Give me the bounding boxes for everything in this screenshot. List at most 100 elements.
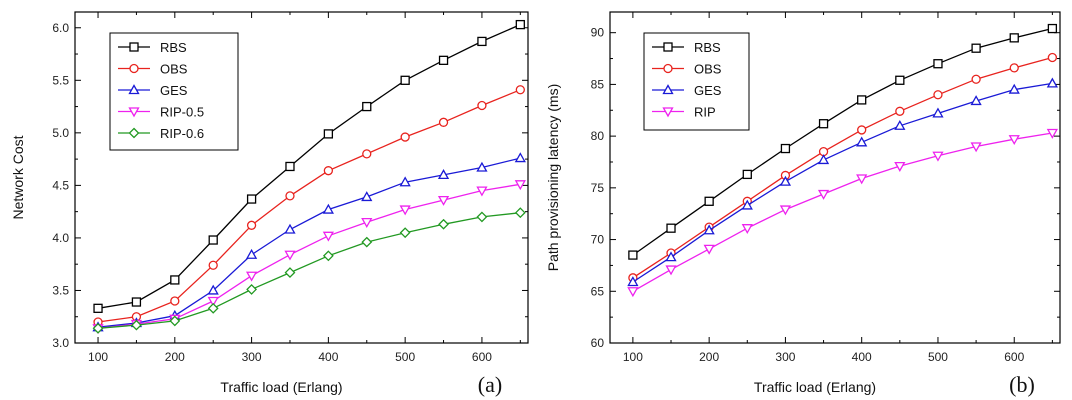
data-point [970,95,982,106]
legend-entry: GES [694,83,722,98]
data-point [894,161,906,172]
series-line [632,27,1053,256]
data-point [131,319,142,331]
x-tick-label: 500 [395,350,415,364]
data-point [361,191,373,202]
data-point [284,223,296,234]
data-point [856,136,868,147]
data-point [933,90,943,100]
data-point [1047,52,1058,63]
data-point [170,296,180,306]
series-rip-0-5 [92,180,526,335]
legend-entry: RIP-0.5 [160,105,204,120]
data-point [1009,33,1019,43]
series-rbs [628,23,1058,260]
x-tick-label: 300 [242,350,262,364]
x-tick-label: 200 [165,350,185,364]
data-point [1008,135,1020,146]
series-obs [93,85,525,327]
data-point [932,151,944,162]
x-tick-label: 100 [623,350,643,364]
data-point [779,205,792,216]
data-point [323,166,334,176]
data-point [245,248,258,259]
data-point [703,224,715,235]
data-point [323,129,334,139]
legend-swatch-marker [128,107,140,118]
series-rip-0-6 [92,207,526,334]
legend-swatch-marker [129,42,139,52]
data-point [894,119,906,130]
data-point [856,174,868,185]
data-point [284,250,296,261]
series-rbs [93,19,525,313]
data-point [285,191,295,201]
data-point [362,149,372,159]
y-tick-label: 5.0 [52,126,69,140]
data-point [971,43,981,53]
series-rip [627,128,1058,298]
y-tick-label: 4.5 [52,178,69,192]
panel-label: (a) [478,372,502,397]
x-tick-label: 200 [699,350,719,364]
data-point [1009,63,1019,73]
data-point [437,195,450,206]
data-point [362,101,372,112]
data-point [628,250,638,260]
data-point [437,169,450,180]
data-point [779,175,792,186]
data-point [817,189,830,200]
x-tick-label: 300 [775,350,795,364]
data-point [818,119,829,129]
data-point [207,284,219,295]
y-tick-label: 80 [591,129,605,143]
data-point [704,196,714,206]
data-point [857,125,867,135]
data-point [666,223,676,233]
data-point [971,74,981,84]
data-point [1046,77,1058,88]
plot-frame [74,11,529,344]
data-point [895,106,905,116]
data-point [780,143,791,154]
legend: RBS OBS GES RIP-0.5 RIP-0.6 [109,32,239,151]
data-point [477,36,487,47]
data-point [1047,23,1058,34]
legend-entry: OBS [694,62,722,77]
legend-swatch-marker [663,42,673,52]
data-point [933,59,943,69]
series-line [97,157,521,328]
data-point [438,55,449,65]
legend-entry: RBS [694,40,721,55]
data-point [399,205,411,216]
data-point [361,218,373,228]
series-line [97,212,521,329]
data-point [170,275,180,285]
data-point [627,276,639,287]
y-tick-label: 90 [591,26,605,40]
data-point [399,176,411,187]
legend-swatch-marker [663,63,673,74]
legend-entry: RBS [160,40,187,55]
data-point [322,231,334,242]
series-line [97,89,521,323]
data-point [1046,128,1058,139]
legend-swatch-marker [129,63,139,74]
chart-panel-b: 100 200 300 400 500 600 60 65 70 75 80 85 90 Traffic … [545,11,1061,397]
legend-swatch-marker [662,84,674,95]
data-point [515,19,525,30]
data-point [627,287,639,298]
series-line [632,56,1053,279]
data-point [438,117,449,127]
data-point [245,271,258,282]
x-tick-label: 100 [88,350,108,364]
series-ges [627,77,1058,287]
data-point [1008,83,1020,94]
data-point [207,296,219,307]
legend-swatch-marker [128,127,140,139]
data-point [514,152,526,163]
y-tick-label: 6.0 [52,21,69,35]
data-point [246,283,258,295]
data-point [131,297,142,307]
series-line [632,132,1053,292]
